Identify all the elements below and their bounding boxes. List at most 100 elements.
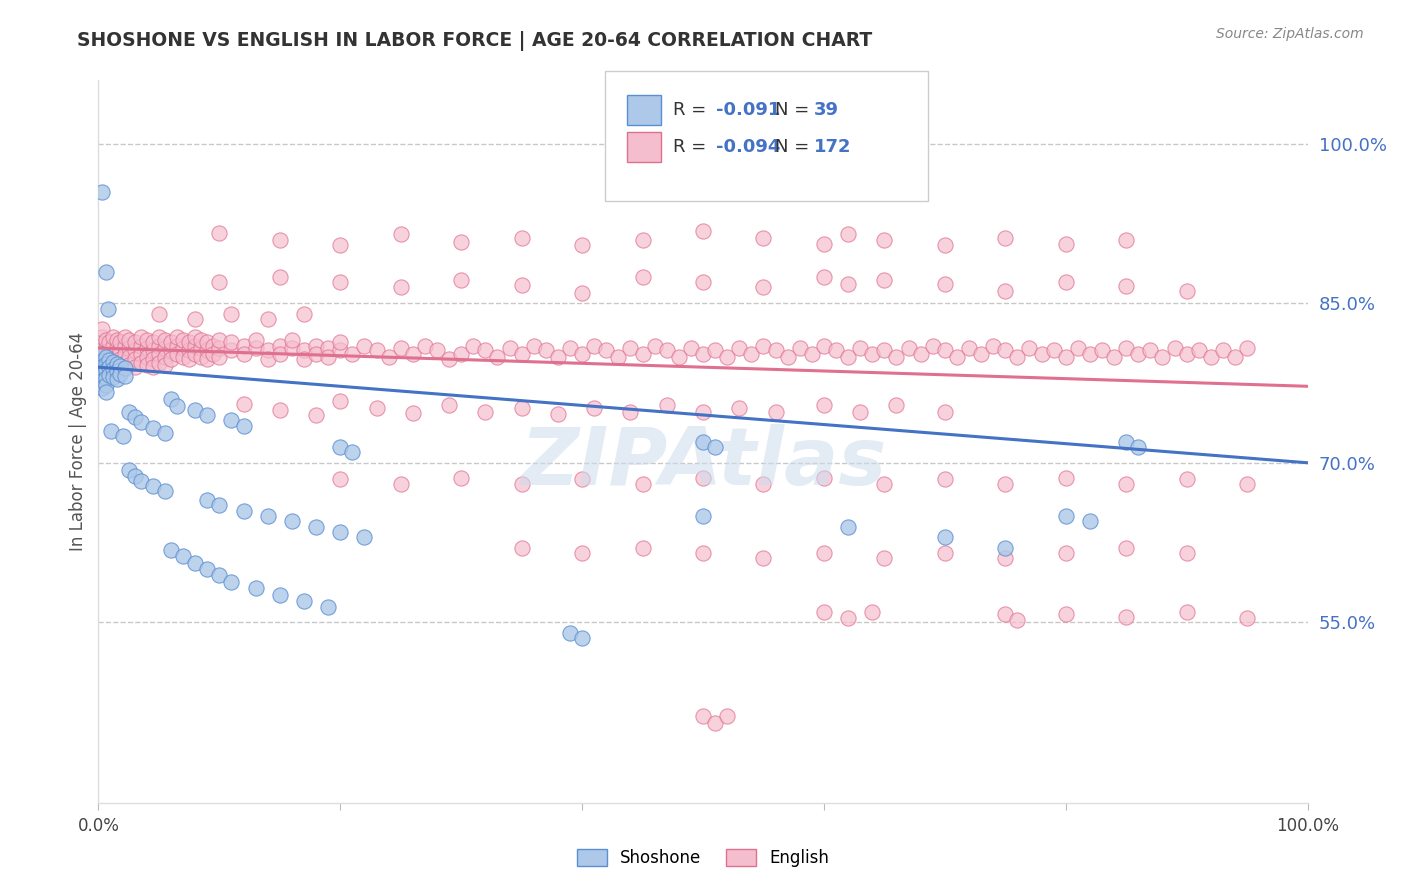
Point	[91, 368, 114, 382]
Point	[108, 334, 131, 349]
Point	[934, 277, 956, 292]
Point	[946, 350, 969, 364]
Point	[655, 399, 678, 413]
Point	[281, 341, 304, 355]
Point	[153, 358, 176, 372]
Point	[91, 339, 114, 353]
Point	[353, 339, 375, 353]
Point	[124, 360, 146, 375]
Point	[1054, 275, 1077, 289]
Point	[329, 472, 352, 486]
Point	[129, 339, 152, 353]
Point	[281, 333, 304, 347]
Point	[1175, 546, 1198, 560]
Point	[208, 341, 231, 355]
Point	[184, 312, 207, 326]
Point	[450, 235, 472, 249]
Point	[160, 343, 183, 358]
Point	[837, 611, 859, 625]
Point	[583, 401, 606, 415]
Point	[105, 364, 128, 378]
Point	[981, 339, 1004, 353]
Point	[108, 367, 131, 381]
Point	[269, 588, 291, 602]
Point	[316, 600, 339, 615]
Point	[195, 493, 218, 508]
Point	[101, 369, 124, 384]
Point	[571, 472, 593, 486]
Point	[101, 339, 124, 353]
Point	[583, 339, 606, 353]
Point	[1115, 279, 1137, 293]
Point	[994, 343, 1017, 358]
Point	[94, 378, 117, 392]
Point	[873, 551, 896, 566]
Point	[837, 519, 859, 533]
Point	[172, 341, 194, 355]
Text: Source: ZipAtlas.com: Source: ZipAtlas.com	[1216, 27, 1364, 41]
Point	[195, 334, 218, 349]
Point	[329, 394, 352, 409]
Point	[269, 233, 291, 247]
Point	[631, 477, 654, 491]
Point	[195, 343, 218, 358]
Point	[366, 343, 388, 358]
Point	[813, 236, 835, 251]
Point	[655, 343, 678, 358]
Point	[245, 341, 267, 355]
Point	[91, 347, 114, 361]
Point	[342, 445, 364, 459]
Point	[631, 347, 654, 361]
Point	[232, 339, 254, 353]
Point	[101, 362, 124, 376]
Point	[728, 341, 751, 355]
Point	[108, 359, 131, 373]
Text: N =: N =	[775, 138, 814, 156]
Point	[523, 339, 546, 353]
Point	[558, 625, 581, 640]
Point	[692, 708, 714, 723]
Point	[160, 392, 183, 406]
Point	[190, 341, 212, 355]
Point	[91, 374, 114, 388]
Point	[1115, 610, 1137, 624]
Point	[849, 341, 872, 355]
Point	[510, 477, 533, 491]
Point	[813, 339, 835, 353]
Point	[195, 562, 218, 576]
Point	[837, 350, 859, 364]
Point	[789, 341, 811, 355]
Point	[135, 341, 157, 355]
Point	[752, 477, 775, 491]
Point	[631, 233, 654, 247]
Point	[184, 330, 207, 344]
Text: -0.091: -0.091	[716, 101, 780, 119]
Point	[873, 233, 896, 247]
Point	[269, 402, 291, 417]
Point	[716, 708, 738, 723]
Point	[1007, 613, 1029, 627]
Point	[195, 351, 218, 366]
Point	[305, 339, 328, 353]
Point	[160, 543, 183, 558]
Point	[91, 373, 114, 387]
Point	[860, 347, 883, 361]
Point	[389, 227, 412, 242]
Point	[142, 334, 165, 349]
Point	[232, 397, 254, 411]
Point	[208, 498, 231, 512]
Point	[740, 347, 762, 361]
Point	[94, 357, 117, 371]
Point	[269, 269, 291, 284]
Point	[118, 350, 141, 364]
Point	[160, 334, 183, 349]
Point	[765, 343, 787, 358]
Point	[91, 356, 114, 370]
Point	[389, 477, 412, 491]
Point	[256, 508, 278, 523]
Point	[1128, 440, 1150, 454]
Point	[873, 477, 896, 491]
Text: R =: R =	[673, 101, 713, 119]
Point	[179, 351, 201, 366]
Point	[105, 358, 128, 372]
